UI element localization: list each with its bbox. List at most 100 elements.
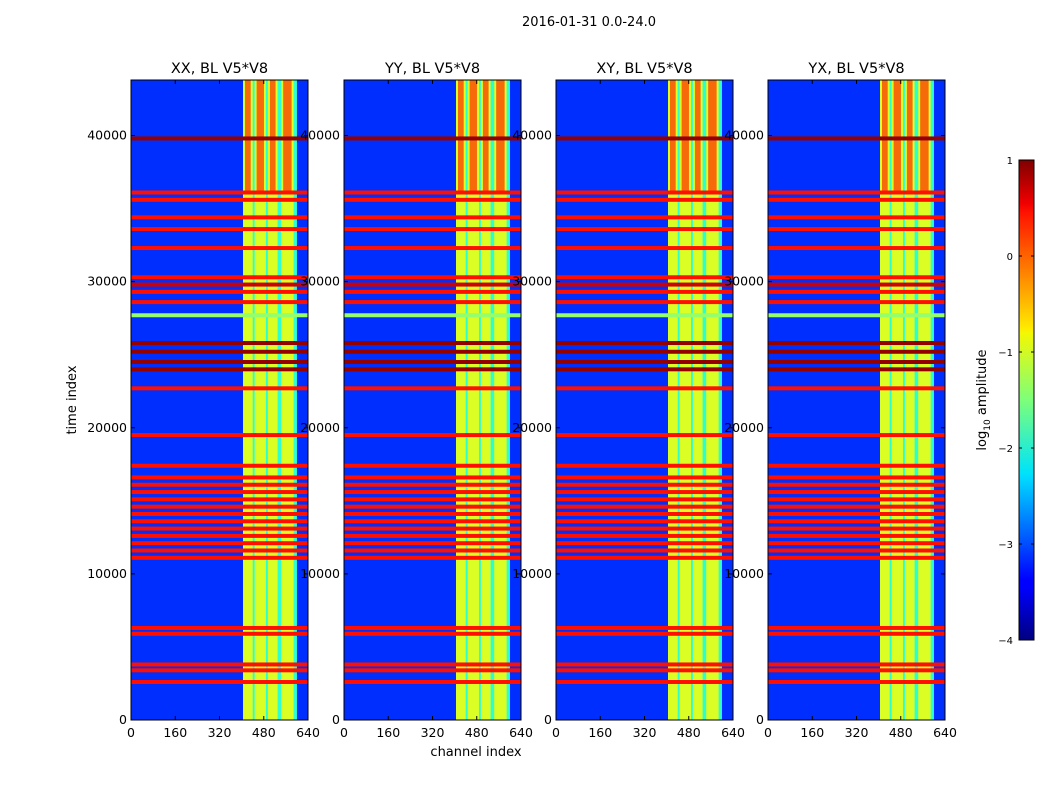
flagged-row-26 <box>768 300 945 305</box>
bright-column-2 <box>679 80 691 720</box>
y-tick-label: 40000 <box>724 128 764 143</box>
flagged-row-9 <box>768 533 945 538</box>
flagged-row-1 <box>768 680 945 685</box>
flagged-row-14 <box>131 497 308 502</box>
flagged-row-26 <box>131 300 308 305</box>
flagged-row-22 <box>768 360 945 365</box>
flagged-row-6 <box>768 555 945 560</box>
flagged-row-25 <box>344 313 521 318</box>
flagged-row-16 <box>131 482 308 487</box>
flagged-row-23 <box>344 349 521 354</box>
flagged-row-6 <box>556 555 733 560</box>
flagged-row-8 <box>556 541 733 546</box>
flagged-row-18 <box>556 463 733 468</box>
y-tick-label: 0 <box>756 712 764 727</box>
panel-title-4: YX, BL V5*V8 <box>807 61 904 77</box>
flagged-row-13 <box>131 504 308 509</box>
flagged-row-11 <box>131 519 308 524</box>
flagged-row-14 <box>344 497 521 502</box>
flagged-row-4 <box>131 631 308 636</box>
y-tick-label: 40000 <box>87 128 127 143</box>
bright-column-1 <box>668 80 678 720</box>
flagged-row-6 <box>344 555 521 560</box>
x-axis-label: channel index <box>430 745 521 760</box>
colorbar-tick-label: −4 <box>998 636 1013 647</box>
x-tick-label: 0 <box>340 725 348 740</box>
flagged-row-9 <box>344 533 521 538</box>
flagged-row-1 <box>556 680 733 685</box>
flagged-row-27 <box>131 289 308 294</box>
heatmap-panels: XX, BL V5*V8 0 160 320 480 640 0 10000 20000 3000… <box>87 61 957 740</box>
flagged-row-28 <box>131 282 308 287</box>
flagged-row-15 <box>344 490 521 495</box>
flagged-row-20 <box>556 386 733 391</box>
flagged-row-32 <box>556 215 733 220</box>
flagged-row-24 <box>344 341 521 346</box>
colorbar-tick-label: −1 <box>998 348 1013 359</box>
x-tick-label: 480 <box>465 725 489 740</box>
flagged-row-34 <box>131 190 308 195</box>
flagged-row-29 <box>344 275 521 280</box>
x-tick-label: 640 <box>296 725 320 740</box>
colorbar-tick-label: 0 <box>1007 252 1013 263</box>
heatmap-image <box>344 80 521 720</box>
flagged-row-33 <box>344 197 521 202</box>
flagged-row-21 <box>344 367 521 372</box>
flagged-row-31 <box>768 227 945 232</box>
flagged-row-27 <box>556 289 733 294</box>
flagged-row-32 <box>344 215 521 220</box>
flagged-row-15 <box>556 490 733 495</box>
bright-column-3 <box>692 80 703 720</box>
y-tick-label: 10000 <box>300 566 340 581</box>
flagged-row-5 <box>768 625 945 630</box>
flagged-row-20 <box>768 386 945 391</box>
heatmap-panel-4: YX, BL V5*V8 0 160 320 480 640 0 10000 20000 3000… <box>724 61 957 740</box>
flagged-row-8 <box>768 541 945 546</box>
colorbar: 1 0 −1 −2 −3 −4 log10 amplitude <box>975 156 1035 647</box>
flagged-row-28 <box>556 282 733 287</box>
flagged-row-5 <box>556 625 733 630</box>
flagged-row-9 <box>556 533 733 538</box>
bright-column-3 <box>480 80 491 720</box>
flagged-row-19 <box>131 433 308 438</box>
flagged-row-8 <box>344 541 521 546</box>
heatmap-image <box>131 80 308 720</box>
flagged-row-29 <box>556 275 733 280</box>
x-tick-label: 640 <box>721 725 745 740</box>
x-tick-label: 160 <box>376 725 400 740</box>
flagged-row-14 <box>556 497 733 502</box>
flagged-row-3 <box>556 662 733 667</box>
flagged-row-4 <box>768 631 945 636</box>
flagged-row-23 <box>768 349 945 354</box>
flagged-row-29 <box>131 275 308 280</box>
x-tick-label: 0 <box>552 725 560 740</box>
y-tick-label: 10000 <box>87 566 127 581</box>
flagged-row-7 <box>131 548 308 553</box>
flagged-row-28 <box>768 282 945 287</box>
bright-column-1 <box>243 80 253 720</box>
flagged-row-19 <box>344 433 521 438</box>
colorbar-tick-label: −3 <box>998 540 1013 551</box>
flagged-row-33 <box>131 197 308 202</box>
heatmap-panel-1: XX, BL V5*V8 0 160 320 480 640 0 10000 20000 3000… <box>87 61 320 740</box>
flagged-row-6 <box>131 555 308 560</box>
flagged-row-13 <box>556 504 733 509</box>
flagged-row-17 <box>344 475 521 480</box>
y-tick-label: 0 <box>119 712 127 727</box>
y-tick-label: 10000 <box>512 566 552 581</box>
y-tick-label: 20000 <box>300 420 340 435</box>
flagged-row-34 <box>768 190 945 195</box>
flagged-row-12 <box>344 511 521 516</box>
flagged-row-9 <box>131 533 308 538</box>
flagged-row-25 <box>556 313 733 318</box>
bright-column-3 <box>904 80 915 720</box>
x-tick-label: 640 <box>509 725 533 740</box>
flagged-row-16 <box>556 482 733 487</box>
flagged-row-10 <box>344 526 521 531</box>
flagged-row-32 <box>131 215 308 220</box>
flagged-row-18 <box>344 463 521 468</box>
flagged-row-18 <box>131 463 308 468</box>
flagged-row-30 <box>131 246 308 251</box>
heatmap-panel-2: YY, BL V5*V8 0 160 320 480 640 0 10000 20000 3000… <box>300 61 533 740</box>
flagged-row-2 <box>768 668 945 673</box>
